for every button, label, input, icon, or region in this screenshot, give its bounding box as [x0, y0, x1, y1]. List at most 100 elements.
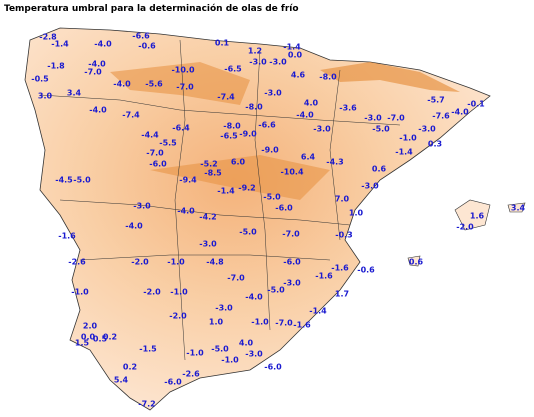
temperature-label: -7.2: [138, 400, 156, 409]
temperature-label: -1.0: [71, 288, 89, 297]
temperature-label: -3.0: [364, 114, 382, 123]
temperature-label: -2.0: [456, 223, 474, 232]
temperature-label: -3.6: [339, 104, 357, 113]
temperature-label: -7.0: [275, 319, 293, 328]
temperature-label: -7.4: [217, 93, 235, 102]
temperature-label: -1.0: [399, 134, 417, 143]
temperature-label: -4.0: [94, 40, 112, 49]
temperature-label: -8.0: [245, 103, 263, 112]
temperature-label: -3.0: [215, 304, 233, 313]
temperature-label: -6.6: [258, 121, 276, 130]
temperature-label: -1.0: [251, 318, 269, 327]
temperature-label: -3.0: [199, 240, 217, 249]
temperature-label: -5.2: [200, 160, 218, 169]
temperature-label: -9.0: [261, 146, 279, 155]
temperature-label: -5.0: [239, 228, 257, 237]
temperature-label: 0.0: [81, 333, 96, 342]
temperature-label: -2.6: [182, 370, 200, 379]
temperature-label: -7.0: [176, 83, 194, 92]
temperature-label: -9.0: [239, 130, 257, 139]
temperature-label: 7.0: [335, 195, 350, 204]
temperature-label: 4.0: [239, 339, 254, 348]
temperature-label: -1.8: [47, 62, 65, 71]
temperature-label: 0.2: [123, 363, 137, 372]
temperature-label: -0.6: [138, 42, 156, 51]
temperature-label: -6.4: [172, 124, 190, 133]
temperature-label: -1.6: [331, 264, 349, 273]
temperature-label: -3.0: [245, 350, 263, 359]
temperature-label: -1.4: [283, 43, 301, 52]
temperature-label: -4.0: [113, 80, 131, 89]
temperature-label: -3.0: [313, 125, 331, 134]
temperature-label: -4.3: [326, 158, 344, 167]
temperature-label: -7.4: [122, 111, 140, 120]
temperature-label: -2.0: [131, 258, 149, 267]
temperature-label: -3.0: [133, 202, 151, 211]
temperature-label: -5.0: [211, 345, 229, 354]
temperature-label: -6.0: [283, 258, 301, 267]
temperature-label: 0.3: [428, 140, 442, 149]
temperature-label: -4.2: [199, 213, 217, 222]
central-system: [110, 62, 330, 200]
temperature-label: -8.0: [319, 73, 337, 82]
temperature-label: 2.0: [83, 322, 98, 331]
temperature-label: -6.5: [220, 132, 238, 141]
temperature-label: -3.0: [418, 125, 436, 134]
temperature-label: -4.0: [89, 106, 107, 115]
temperature-label: -3.0: [269, 58, 287, 67]
temperature-label: 1.2: [248, 47, 262, 56]
temperature-label: 0.2: [103, 333, 117, 342]
temperature-label: -9.2: [238, 184, 256, 193]
temperature-label: -5.0: [73, 176, 91, 185]
temperature-label: -8.0: [223, 122, 241, 131]
temperature-label: -4.0: [125, 222, 143, 231]
temperature-label: -7.0: [227, 274, 245, 283]
temperature-label: -6.0: [149, 160, 167, 169]
temperature-label: -0.5: [31, 75, 49, 84]
temperature-label: -1.4: [395, 148, 413, 157]
temperature-label: -1.4: [51, 40, 69, 49]
temperature-label: -4.0: [177, 207, 195, 216]
temperature-label: -5.0: [263, 193, 281, 202]
temperature-label: -2.6: [68, 258, 86, 267]
temperature-label: 3.4: [511, 204, 526, 213]
temperature-label: 0.0: [288, 51, 303, 60]
temperature-label: -4.8: [206, 258, 224, 267]
temperature-label: 1.0: [349, 209, 364, 218]
temperature-label: -2.0: [143, 288, 161, 297]
temperature-label: -10.4: [280, 168, 303, 177]
temperature-label: -7.0: [84, 68, 102, 77]
temperature-label: -2.8: [39, 33, 57, 42]
temperature-label: -9.4: [179, 176, 197, 185]
temperature-label: -6.0: [275, 204, 293, 213]
temperature-label: 1.5: [75, 339, 90, 348]
temperature-label: -7.0: [146, 149, 164, 158]
temperature-label: -1.6: [58, 232, 76, 241]
temperature-label: -6.5: [224, 65, 242, 74]
pyrenees: [320, 62, 460, 92]
temperature-label: -8.5: [204, 169, 222, 178]
temperature-label: 1.6: [470, 212, 485, 221]
temperature-label: -1.6: [293, 321, 311, 330]
temperature-label: -4.0: [245, 293, 263, 302]
temperature-label: 6.0: [231, 158, 246, 167]
temperature-label: 0.5: [93, 335, 108, 344]
temperature-label: 1.7: [335, 290, 349, 299]
temperature-label: -1.4: [309, 307, 327, 316]
temperature-label: 3.4: [67, 89, 82, 98]
temperature-label: -5.7: [427, 96, 445, 105]
temperature-label: -1.0: [167, 258, 185, 267]
map-title: Temperatura umbral para la determinación…: [4, 3, 299, 14]
temperature-label: -10.0: [171, 66, 194, 75]
temperature-label: -6.6: [132, 32, 150, 41]
temperature-label: -5.0: [267, 286, 285, 295]
temperature-label: -4.0: [296, 111, 314, 120]
temperature-label: -1.6: [315, 272, 333, 281]
temperature-label: -7.6: [432, 112, 450, 121]
temperature-label: 4.6: [291, 71, 306, 80]
temperature-label: 3.0: [38, 92, 53, 101]
provinces: [39, 39, 401, 361]
temperature-label: -1.0: [186, 349, 204, 358]
temperature-label: 5.4: [114, 376, 129, 385]
